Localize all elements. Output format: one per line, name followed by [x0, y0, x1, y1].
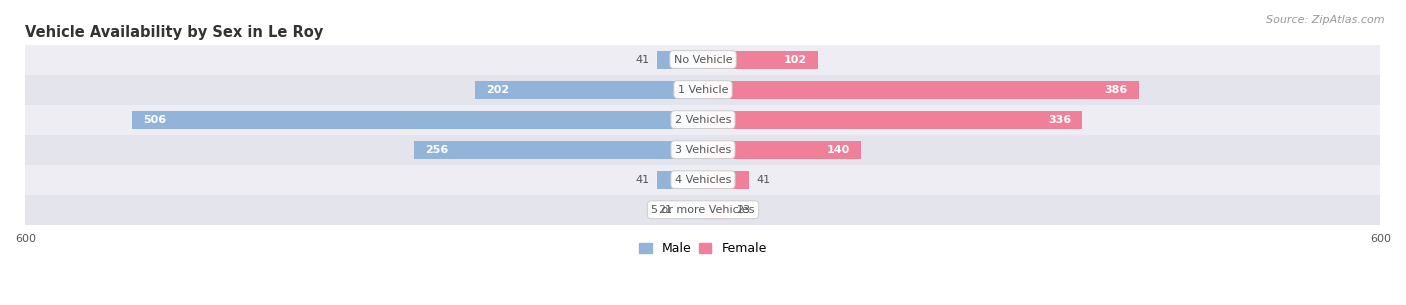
Bar: [25, 74, 1381, 105]
Text: 336: 336: [1047, 115, 1071, 125]
Bar: [679, 201, 703, 219]
Bar: [703, 201, 728, 219]
Bar: [703, 171, 749, 189]
Legend: Male, Female: Male, Female: [634, 237, 772, 260]
Text: 3 Vehicles: 3 Vehicles: [675, 145, 731, 155]
Text: Source: ZipAtlas.com: Source: ZipAtlas.com: [1267, 15, 1385, 25]
Text: 41: 41: [756, 175, 770, 185]
Bar: [25, 135, 1381, 165]
Text: 4 Vehicles: 4 Vehicles: [675, 175, 731, 185]
Text: 140: 140: [827, 145, 849, 155]
Bar: [703, 81, 1139, 99]
Text: 23: 23: [735, 205, 749, 215]
Bar: [132, 111, 703, 129]
Text: No Vehicle: No Vehicle: [673, 55, 733, 65]
Bar: [657, 51, 703, 69]
Text: 1 Vehicle: 1 Vehicle: [678, 84, 728, 95]
Bar: [25, 165, 1381, 195]
Text: 256: 256: [425, 145, 449, 155]
Bar: [703, 51, 818, 69]
Text: 202: 202: [486, 84, 509, 95]
Bar: [703, 141, 860, 159]
Text: 2 Vehicles: 2 Vehicles: [675, 115, 731, 125]
Bar: [413, 141, 703, 159]
Bar: [475, 81, 703, 99]
Text: 41: 41: [636, 55, 650, 65]
Text: 506: 506: [143, 115, 166, 125]
Text: 102: 102: [783, 55, 807, 65]
Bar: [25, 105, 1381, 135]
Bar: [657, 171, 703, 189]
Bar: [25, 195, 1381, 225]
Bar: [703, 111, 1083, 129]
Text: 5 or more Vehicles: 5 or more Vehicles: [651, 205, 755, 215]
Text: 41: 41: [636, 175, 650, 185]
Text: Vehicle Availability by Sex in Le Roy: Vehicle Availability by Sex in Le Roy: [25, 25, 323, 40]
Text: 386: 386: [1104, 84, 1128, 95]
Bar: [25, 45, 1381, 74]
Text: 21: 21: [658, 205, 672, 215]
